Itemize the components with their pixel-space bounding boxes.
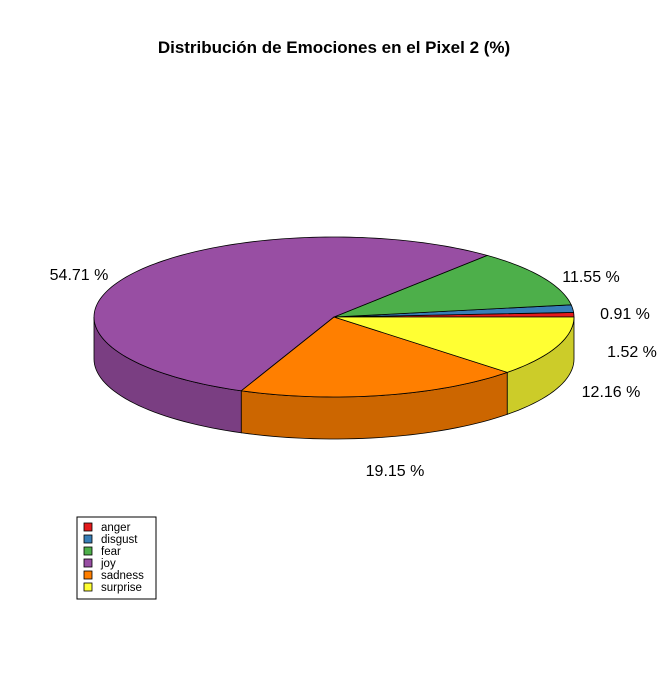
legend-swatch-fear [83,546,93,556]
legend-swatch-surprise [83,582,93,592]
pie-slice-sadness [240,316,509,398]
legend-label-joy: joy [100,558,116,570]
legend-swatch-joy [83,558,93,568]
pie-top [93,236,575,398]
legend-label-disgust: disgust [101,534,138,546]
legend-label-anger: anger [101,522,131,534]
pie-slice-surprise [333,316,575,373]
data-label-sadness: 19.15 % [366,463,425,480]
pie-slice-fear [333,254,572,318]
legend-swatch-sadness [83,570,93,580]
data-label-fear: 11.55 % [562,269,620,286]
legend-label-fear: fear [101,546,121,558]
data-label-surprise: 12.16 % [582,384,641,401]
pie-labels: 0.91 % 1.52 % 11.55 % 54.71 % 19.15 % 12.16 % [50,267,657,480]
legend-swatch-anger [83,522,93,532]
data-label-disgust: 1.52 % [607,344,657,361]
pie-slice-joy [93,236,489,392]
legend-swatch-disgust [83,534,93,544]
data-label-joy: 54.71 % [50,267,109,284]
data-label-anger: 0.91 % [600,306,650,323]
chart-title: Distribución de Emociones en el Pixel 2 … [158,38,510,57]
legend-label-sadness: sadness [101,570,144,582]
legend-label-surprise: surprise [101,582,142,594]
